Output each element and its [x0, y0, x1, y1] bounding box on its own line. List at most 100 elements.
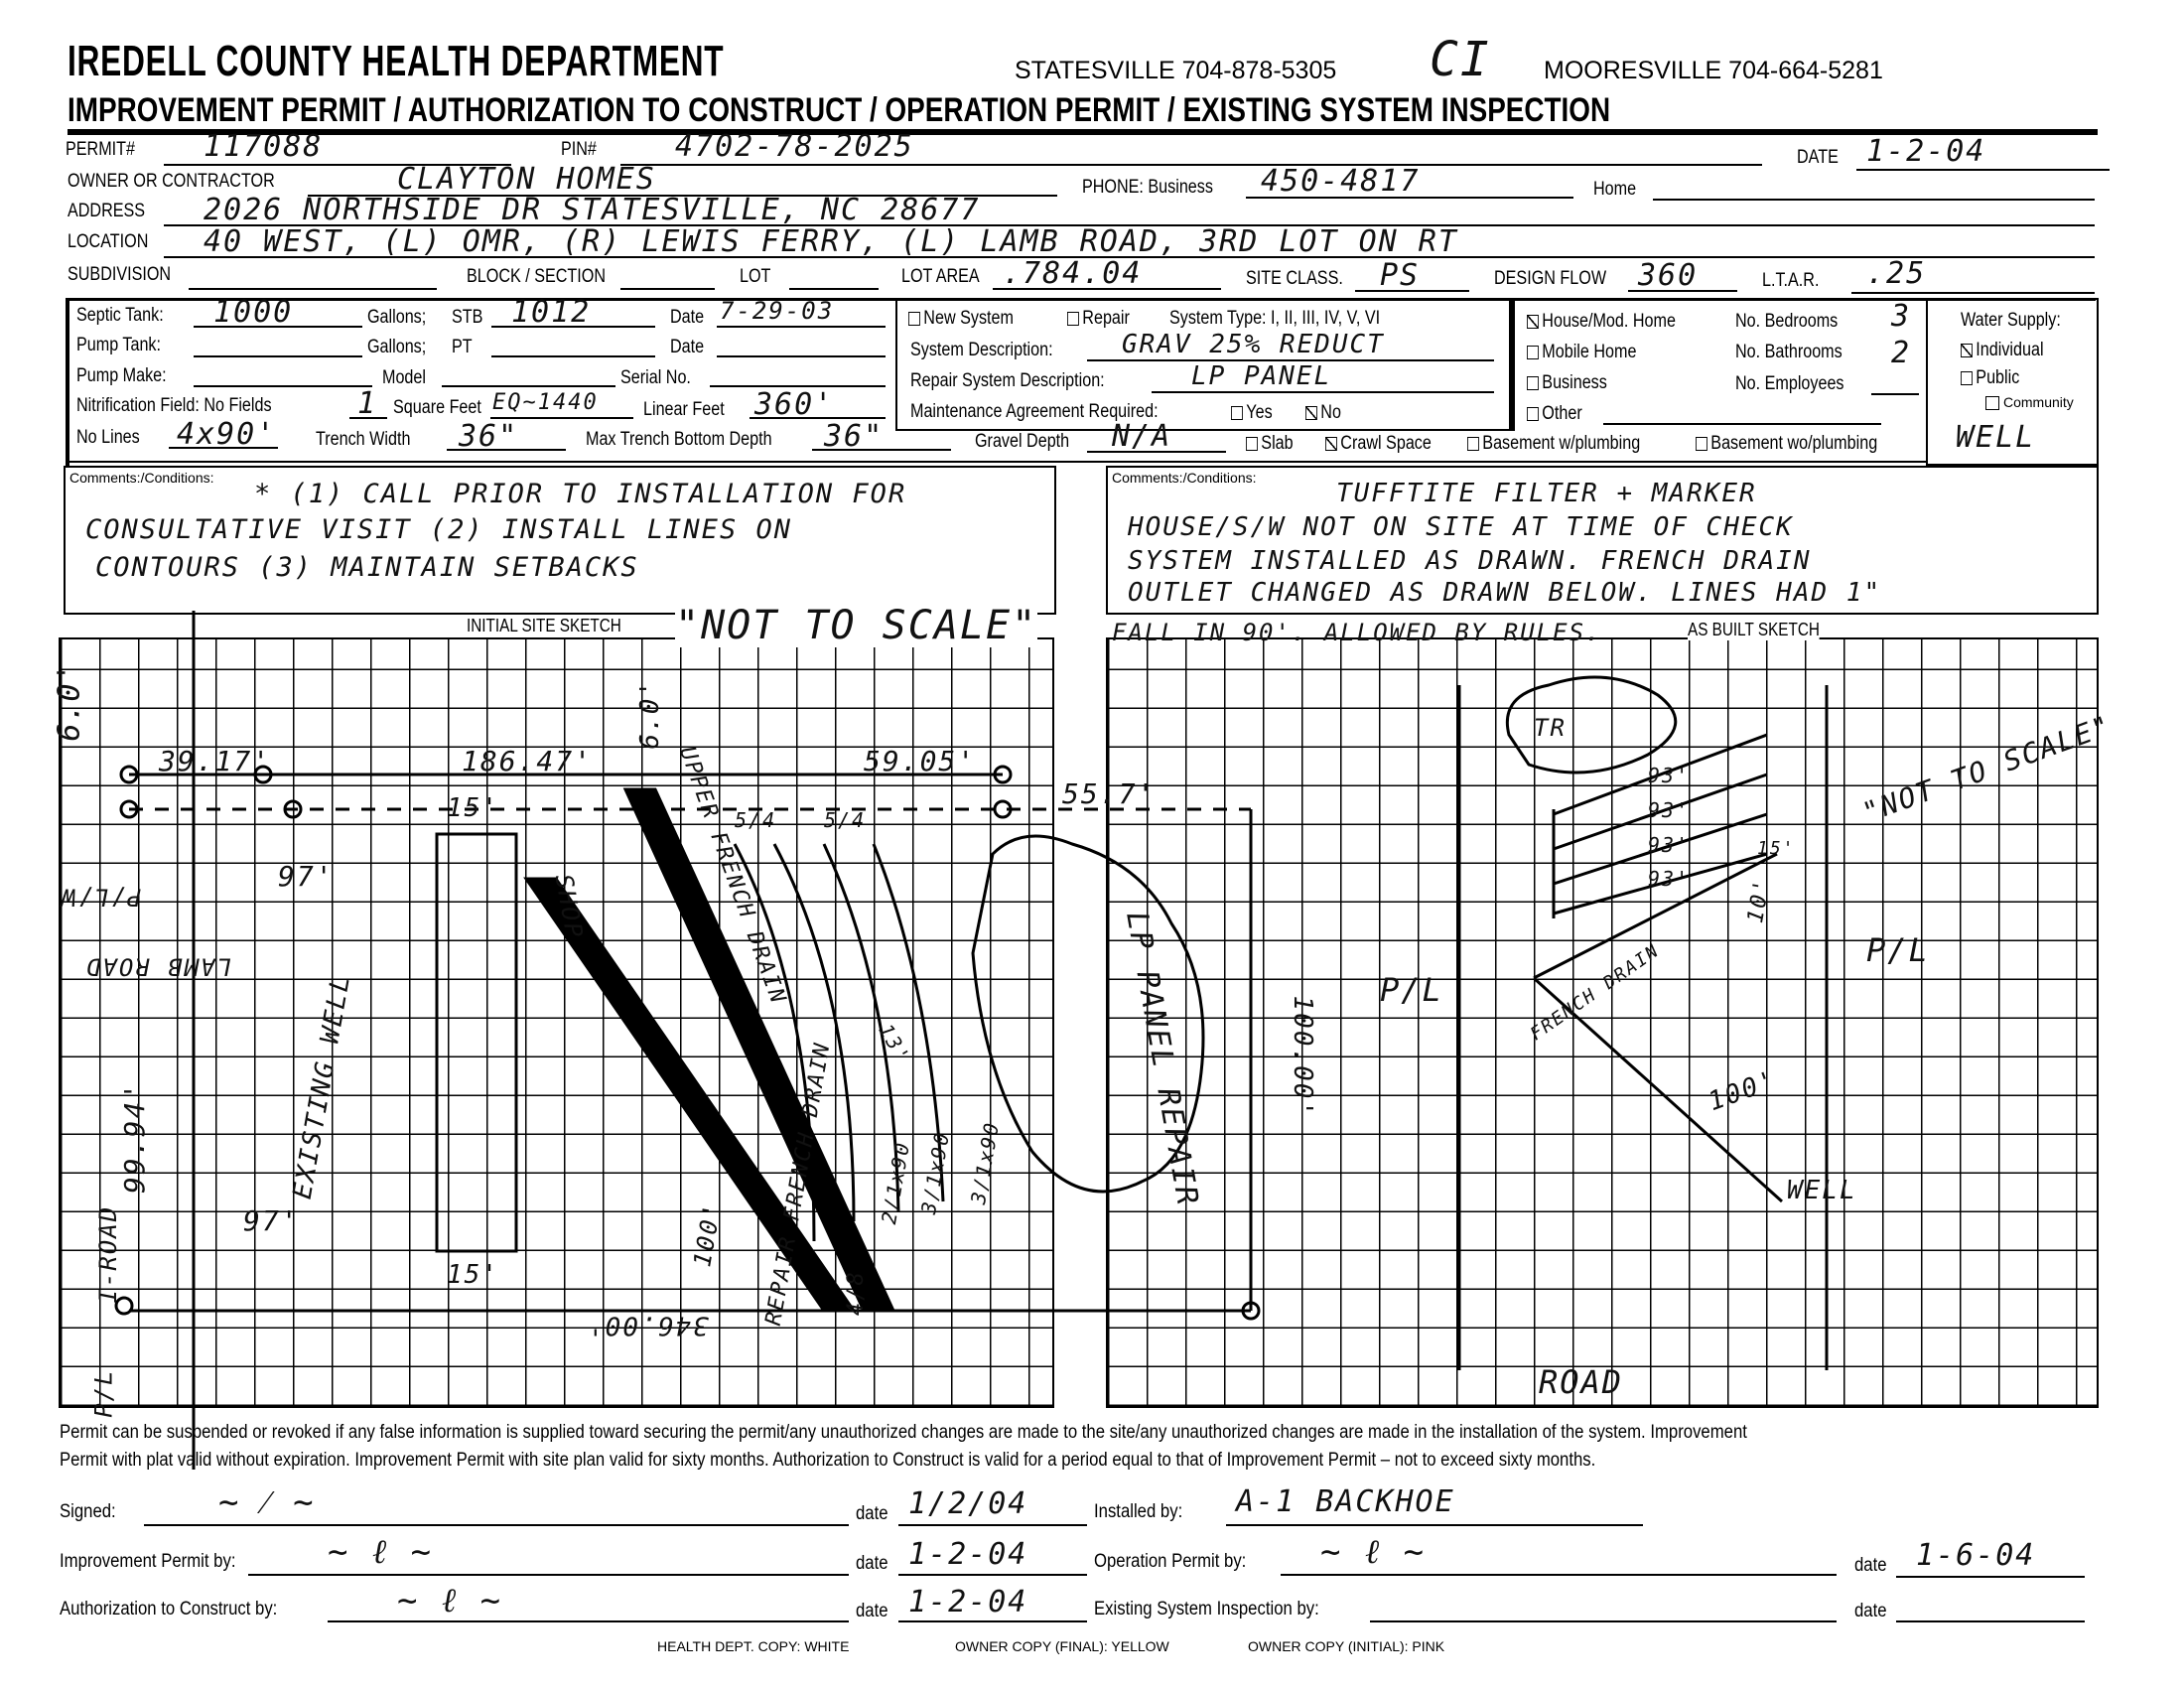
sketch-note: 15' [447, 793, 499, 823]
sketch-note: 93' [1648, 798, 1691, 822]
basement-wo-label: Basement wo/plumbing [1710, 433, 1878, 454]
other-label: Other [1542, 403, 1582, 424]
signature-image: ~ ℓ ~ [397, 1581, 503, 1620]
comments-right-label: Comments:/Conditions: [1112, 470, 1257, 486]
location-label: LOCATION [68, 231, 149, 252]
maintenance-label: Maintenance Agreement Required: [910, 401, 1159, 422]
septic-gallons: 1000 [213, 295, 294, 330]
copy-note: OWNER COPY (INITIAL): PINK [1248, 1638, 1445, 1654]
home-phone-label: Home [1593, 179, 1637, 200]
signature-image: ~ ⁄ ~ [218, 1482, 316, 1522]
subdivision-label: SUBDIVISION [68, 264, 172, 285]
crawl-checkbox[interactable]: Crawl Space [1325, 433, 1432, 455]
maintenance-no-checkbox[interactable]: No [1305, 402, 1341, 424]
authorization-label: Authorization to Construct by: [60, 1599, 278, 1619]
lines-value: 4x90' [177, 417, 277, 452]
permit-label: PERMIT# [66, 139, 136, 160]
water-note: WELL [1956, 420, 2036, 455]
bedrooms-value: 3 [1891, 299, 1912, 334]
business-label: Business [1542, 372, 1607, 393]
maintenance-yes-checkbox[interactable]: Yes [1231, 402, 1273, 424]
public-checkbox[interactable]: Public [1961, 367, 2019, 389]
pump-date-label: Date [670, 337, 705, 357]
authorization-date: 1-2-04 [908, 1585, 1028, 1619]
block-label: BLOCK / SECTION [467, 266, 606, 287]
basement-w-checkbox[interactable]: Basement w/plumbing [1467, 433, 1640, 455]
comment-left-line: CONSULTATIVE VISIT (2) INSTALL LINES ON [85, 514, 792, 545]
as-built-sketch-label: AS BUILT SKETCH [1688, 620, 1820, 640]
phone-label: PHONE: Business [1082, 177, 1213, 198]
public-label: Public [1976, 367, 2020, 388]
model-label: Model [382, 367, 426, 388]
gravel-label: Gravel Depth [975, 431, 1070, 452]
sketch-note: P/L [89, 1368, 118, 1418]
community-checkbox[interactable]: Community [1985, 394, 2074, 411]
sketch-note: WELL [1787, 1176, 1857, 1205]
no-label: No [1320, 402, 1341, 423]
date-label: DATE [1797, 147, 1839, 168]
pump-tank-label: Pump Tank: [76, 335, 161, 355]
sketch-note: 6.0' [52, 661, 87, 742]
existing-inspection-label: Existing System Inspection by: [1094, 1599, 1319, 1619]
comments-left-box: Comments:/Conditions: * (1) CALL PRIOR T… [64, 466, 1056, 615]
ltar-value: .25 [1866, 256, 1927, 291]
mobile-checkbox[interactable]: Mobile Home [1527, 342, 1636, 363]
sketch-note: LAMB ROAD [84, 952, 232, 981]
sqft-label: Square Feet [393, 397, 481, 418]
signature-image: ~ ℓ ~ [328, 1532, 434, 1572]
business-checkbox[interactable]: Business [1527, 372, 1607, 394]
comment-left-line: * (1) CALL PRIOR TO INSTALLATION FOR [254, 479, 907, 509]
initial-sketch-label: INITIAL SITE SKETCH [467, 616, 621, 636]
bedrooms-label: No. Bedrooms [1735, 311, 1839, 332]
basement-wo-checkbox[interactable]: Basement wo/plumbing [1696, 433, 1877, 455]
design-flow-value: 360 [1638, 258, 1699, 293]
other-checkbox[interactable]: Other [1527, 403, 1582, 425]
sketch-note: 100.00' [1288, 995, 1318, 1119]
handwritten-mark: CI [1430, 32, 1491, 87]
comments-right-box: Comments:/Conditions: TUFFTITE FILTER + … [1106, 466, 2099, 615]
system-type-box [895, 298, 1515, 431]
pump-gallons-label: Gallons; [367, 337, 427, 357]
gallons-label: Gallons; [367, 307, 427, 328]
gravel-value: N/A [1112, 419, 1172, 454]
repair-checkbox[interactable]: Repair [1067, 308, 1130, 330]
signed-label: Signed: [60, 1501, 116, 1522]
linear-label: Linear Feet [643, 399, 725, 420]
sketch-note: 55.7' [1062, 777, 1157, 810]
owner-value: CLAYTON HOMES [397, 162, 656, 197]
sketch-note: P/L [1866, 931, 1930, 969]
signature-image: ~ ℓ ~ [1320, 1532, 1427, 1572]
individual-label: Individual [1976, 340, 2044, 360]
individual-checkbox[interactable]: Individual [1961, 340, 2044, 361]
nitrification-fields: 1 [357, 386, 378, 421]
sketch-note: 93' [1648, 867, 1691, 891]
sketch-note: 5/4 [824, 808, 867, 832]
signed-date-label: date [856, 1503, 888, 1524]
installed-label: Installed by: [1094, 1501, 1183, 1522]
serial-label: Serial No. [620, 367, 691, 388]
location-value: 40 WEST, (L) OMR, (R) LEWIS FERRY, (L) L… [204, 224, 1458, 259]
legal-notice: Permit can be suspended or revoked if an… [60, 1422, 1747, 1443]
pt-label: PT [452, 337, 473, 357]
new-system-checkbox[interactable]: New System [908, 308, 1014, 330]
crawl-label: Crawl Space [1340, 433, 1432, 454]
lot-label: LOT [740, 266, 771, 287]
ltar-label: L.T.A.R. [1762, 270, 1820, 291]
house-checkbox[interactable]: House/Mod. Home [1527, 311, 1676, 333]
sketch-note: 5/4 [735, 808, 777, 832]
address-value: 2026 NORTHSIDE DR STATESVILLE, NC 28677 [204, 193, 981, 227]
installed-value: A-1 BACKHOE [1236, 1484, 1455, 1519]
comment-left-line: CONTOURS (3) MAINTAIN SETBACKS [95, 552, 639, 583]
copy-note: OWNER COPY (FINAL): YELLOW [955, 1638, 1169, 1654]
lot-area-label: LOT AREA [901, 266, 980, 287]
sketch-note: 186.47' [462, 745, 594, 777]
new-system-label: New System [923, 308, 1014, 329]
max-depth-label: Max Trench Bottom Depth [586, 429, 772, 450]
operation-date-label: date [1854, 1555, 1887, 1576]
not-to-scale-note: "NOT TO SCALE" [675, 603, 1038, 648]
as-built-sketch-grid [1106, 637, 2099, 1408]
owner-label: OWNER OR CONTRACTOR [68, 171, 275, 192]
slab-checkbox[interactable]: Slab [1246, 433, 1294, 455]
site-class-value: PS [1380, 258, 1421, 293]
